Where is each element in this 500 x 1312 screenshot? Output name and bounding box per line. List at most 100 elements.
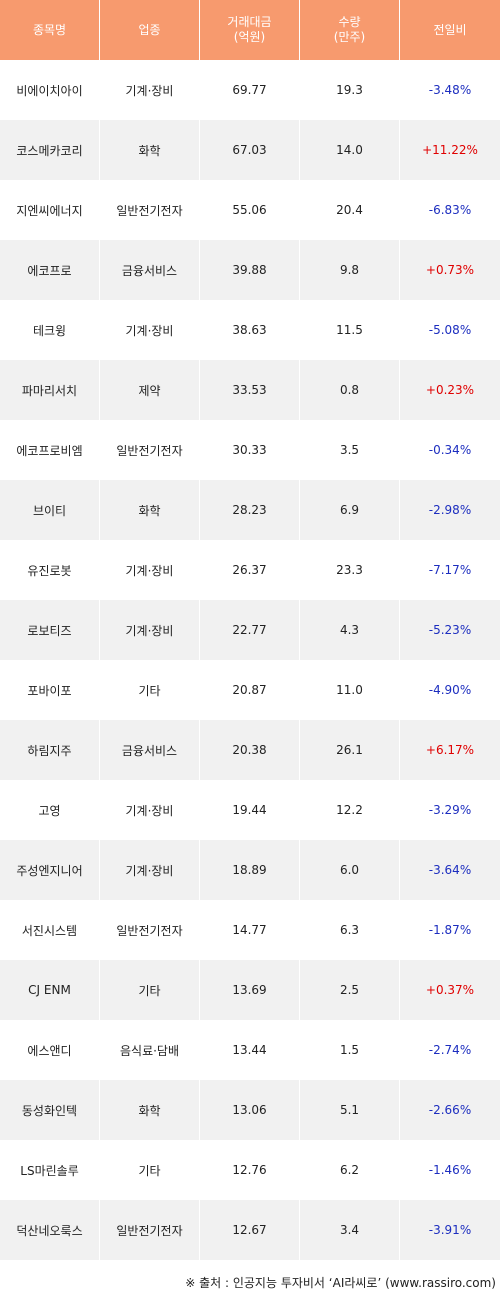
sector: 일반전기전자 — [100, 1200, 200, 1260]
table-row: 포바이포 기타 20.87 11.0 -4.90% — [0, 660, 500, 720]
stock-name: 주성엔지니어 — [0, 840, 100, 900]
table-row: 에코프로 금융서비스 39.88 9.8 +0.73% — [0, 240, 500, 300]
table-row: 동성화인텍 화학 13.06 5.1 -2.66% — [0, 1080, 500, 1140]
stock-name: 에스앤디 — [0, 1020, 100, 1080]
trade-amount: 69.77 — [200, 60, 300, 120]
stock-name: 에코프로 — [0, 240, 100, 300]
table-row: 지엔씨에너지 일반전기전자 55.06 20.4 -6.83% — [0, 180, 500, 240]
trade-qty: 3.4 — [300, 1200, 400, 1260]
trade-amount: 13.69 — [200, 960, 300, 1020]
table-row: 테크윙 기계·장비 38.63 11.5 -5.08% — [0, 300, 500, 360]
sector: 기계·장비 — [100, 60, 200, 120]
change-rate: -4.90% — [428, 683, 472, 697]
stock-name: 유진로봇 — [0, 540, 100, 600]
sector: 일반전기전자 — [100, 180, 200, 240]
table-row: 브이티 화학 28.23 6.9 -2.98% — [0, 480, 500, 540]
table-row: 비에이치아이 기계·장비 69.77 19.3 -3.48% — [0, 60, 500, 120]
trade-qty: 19.3 — [300, 60, 400, 120]
trade-amount: 55.06 — [200, 180, 300, 240]
trade-amount: 30.33 — [200, 420, 300, 480]
sector: 금융서비스 — [100, 240, 200, 300]
sector: 기타 — [100, 960, 200, 1020]
trade-qty: 4.3 — [300, 600, 400, 660]
change-rate: -1.87% — [428, 923, 472, 937]
trade-amount: 22.77 — [200, 600, 300, 660]
sector: 기타 — [100, 1140, 200, 1200]
stock-name: CJ ENM — [0, 960, 100, 1020]
trade-amount: 14.77 — [200, 900, 300, 960]
change-rate: -5.08% — [428, 323, 472, 337]
trade-qty: 20.4 — [300, 180, 400, 240]
trade-qty: 3.5 — [300, 420, 400, 480]
stock-name: 에코프로비엠 — [0, 420, 100, 480]
trade-qty: 6.3 — [300, 900, 400, 960]
table-row: 덕산네오룩스 일반전기전자 12.67 3.4 -3.91% — [0, 1200, 500, 1260]
stock-name: 로보티즈 — [0, 600, 100, 660]
sector: 화학 — [100, 120, 200, 180]
sector: 금융서비스 — [100, 720, 200, 780]
trade-amount: 28.23 — [200, 480, 300, 540]
trade-amount: 33.53 — [200, 360, 300, 420]
source-footer: ※ 출처 : 인공지능 투자비서 ‘AI라씨로’ (www.rassiro.co… — [185, 1275, 496, 1290]
change-rate: +0.73% — [425, 263, 475, 277]
trade-amount: 13.06 — [200, 1080, 300, 1140]
stock-name: 동성화인텍 — [0, 1080, 100, 1140]
change-rate: +11.22% — [422, 143, 478, 157]
trade-amount: 20.38 — [200, 720, 300, 780]
table-header: 종목명 업종 거래대금 (억원) 수량 (만주) 전일비 — [0, 0, 500, 60]
change-rate: -3.29% — [428, 803, 472, 817]
trade-amount: 26.37 — [200, 540, 300, 600]
trade-qty: 11.5 — [300, 300, 400, 360]
change-rate: +0.37% — [425, 983, 475, 997]
sector: 일반전기전자 — [100, 900, 200, 960]
stock-name: 코스메카코리 — [0, 120, 100, 180]
table-row: 서진시스템 일반전기전자 14.77 6.3 -1.87% — [0, 900, 500, 960]
table-row: 코스메카코리 화학 67.03 14.0 +11.22% — [0, 120, 500, 180]
header-change: 전일비 — [400, 0, 500, 60]
sector: 기계·장비 — [100, 780, 200, 840]
trade-qty: 1.5 — [300, 1020, 400, 1080]
change-rate: -3.64% — [428, 863, 472, 877]
sector: 기계·장비 — [100, 300, 200, 360]
trade-amount: 67.03 — [200, 120, 300, 180]
sector: 음식료·담배 — [100, 1020, 200, 1080]
sector: 일반전기전자 — [100, 420, 200, 480]
trade-qty: 6.2 — [300, 1140, 400, 1200]
trade-amount: 12.67 — [200, 1200, 300, 1260]
sector: 화학 — [100, 480, 200, 540]
table-row: 하림지주 금융서비스 20.38 26.1 +6.17% — [0, 720, 500, 780]
stock-name: 테크윙 — [0, 300, 100, 360]
stock-table: 종목명 업종 거래대금 (억원) 수량 (만주) 전일비 비에이치아이 기계·장비… — [0, 0, 500, 1260]
trade-amount: 20.87 — [200, 660, 300, 720]
sector: 기계·장비 — [100, 840, 200, 900]
trade-qty: 0.8 — [300, 360, 400, 420]
header-name: 종목명 — [0, 0, 100, 60]
trade-qty: 5.1 — [300, 1080, 400, 1140]
table-row: 에코프로비엠 일반전기전자 30.33 3.5 -0.34% — [0, 420, 500, 480]
trade-qty: 23.3 — [300, 540, 400, 600]
change-rate: -1.46% — [428, 1163, 472, 1177]
sector: 기계·장비 — [100, 600, 200, 660]
change-rate: -2.66% — [428, 1103, 472, 1117]
table-row: LS마린솔루 기타 12.76 6.2 -1.46% — [0, 1140, 500, 1200]
trade-qty: 11.0 — [300, 660, 400, 720]
table-row: 에스앤디 음식료·담배 13.44 1.5 -2.74% — [0, 1020, 500, 1080]
table-row: 고영 기계·장비 19.44 12.2 -3.29% — [0, 780, 500, 840]
change-rate: -6.83% — [428, 203, 472, 217]
header-sector: 업종 — [100, 0, 200, 60]
trade-qty: 6.9 — [300, 480, 400, 540]
trade-qty: 2.5 — [300, 960, 400, 1020]
change-rate: -3.91% — [428, 1223, 472, 1237]
stock-name: 지엔씨에너지 — [0, 180, 100, 240]
stock-name: 고영 — [0, 780, 100, 840]
change-rate: +6.17% — [425, 743, 475, 757]
table-row: 파마리서치 제약 33.53 0.8 +0.23% — [0, 360, 500, 420]
table-row: CJ ENM 기타 13.69 2.5 +0.37% — [0, 960, 500, 1020]
header-amount: 거래대금 (억원) — [200, 0, 300, 60]
header-qty: 수량 (만주) — [300, 0, 400, 60]
change-rate: +0.23% — [425, 383, 475, 397]
stock-name: 서진시스템 — [0, 900, 100, 960]
trade-qty: 9.8 — [300, 240, 400, 300]
sector: 제약 — [100, 360, 200, 420]
trade-amount: 13.44 — [200, 1020, 300, 1080]
